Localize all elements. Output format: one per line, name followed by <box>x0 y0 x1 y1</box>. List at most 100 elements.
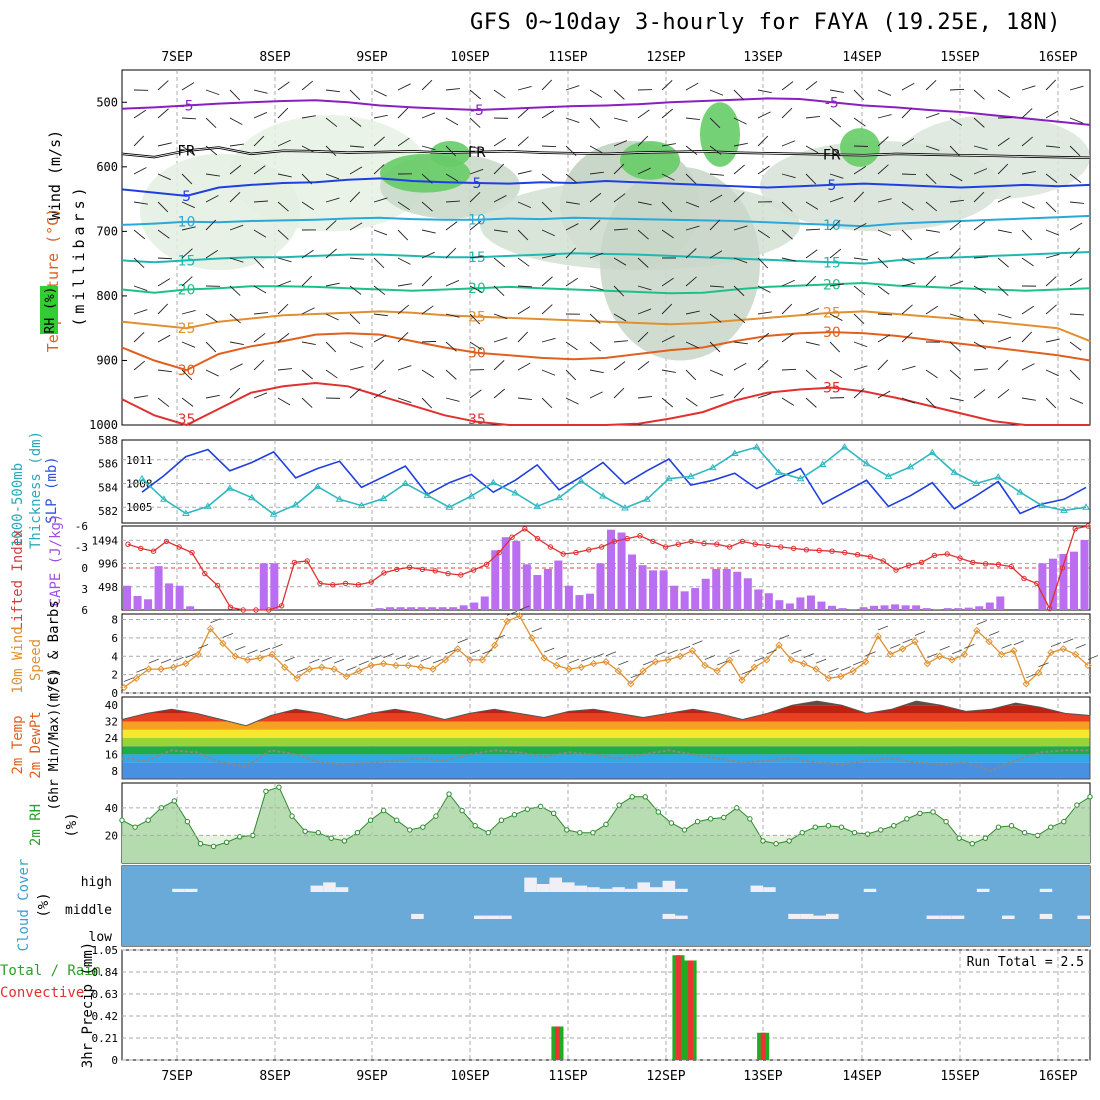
rh-marker <box>707 816 714 822</box>
cloud-cell <box>939 915 952 919</box>
rh-marker <box>237 834 243 840</box>
wind-speed-marker <box>157 665 165 673</box>
wind-barb <box>589 313 601 324</box>
wind-speed-marker <box>664 656 672 664</box>
wind10-barb <box>642 660 654 666</box>
wind-barb <box>397 257 411 265</box>
wind-barb <box>157 229 170 239</box>
wind-barb <box>613 257 627 266</box>
wind-barb <box>829 196 844 203</box>
precip-ytick-label: 0.42 <box>92 1010 119 1023</box>
wind10-barb <box>853 660 864 666</box>
rh-marker <box>629 794 635 800</box>
wind-barb <box>925 305 938 315</box>
date-label-bottom: 15SEP <box>940 1069 979 1084</box>
contour-label: 10 <box>823 218 841 234</box>
wind-speed-marker <box>787 656 796 664</box>
wind-barb <box>493 89 506 99</box>
wind-barb <box>685 397 698 407</box>
wind-barb <box>373 285 386 296</box>
cape-label: CAPE (J/kg) <box>48 514 64 607</box>
li-marker <box>470 567 477 573</box>
wind-barb <box>901 82 915 91</box>
temp-ytick-label: 40 <box>105 699 118 712</box>
wind-speed-marker <box>552 661 561 670</box>
rh-marker <box>276 784 282 790</box>
wind10-barb <box>346 666 357 671</box>
wind-speed-marker <box>762 656 771 664</box>
wind-speed-marker <box>639 667 647 675</box>
thickness-line <box>141 448 1087 515</box>
wind-barb <box>157 369 172 373</box>
wind-barb <box>469 389 482 399</box>
wind-barb <box>133 109 146 119</box>
wind-barb <box>469 313 481 325</box>
temp-label-2: 2m DewPt <box>28 711 44 778</box>
li-marker <box>778 544 784 550</box>
wind-barb <box>877 136 889 147</box>
slp-marker <box>972 479 981 486</box>
wind-barb <box>325 282 340 287</box>
wind-barb <box>421 397 433 409</box>
wind-speed-marker <box>651 658 660 666</box>
wind-barb <box>949 117 963 126</box>
wind-barb <box>205 394 220 399</box>
wind-barb <box>277 368 292 371</box>
wind-barb <box>877 198 892 203</box>
wind10-barb <box>939 645 950 651</box>
rh-marker <box>119 817 125 823</box>
cape-bar <box>259 563 268 610</box>
rh-marker <box>577 829 583 836</box>
wind-barb <box>277 257 292 263</box>
wind-barb <box>301 173 313 185</box>
wind-barb <box>301 307 315 315</box>
li-marker <box>1046 605 1053 612</box>
rh-marker <box>302 828 308 834</box>
rh-marker <box>943 818 949 825</box>
run-total-label: Run Total = 2.5 <box>967 955 1084 970</box>
rh-ytick-label: 40 <box>105 802 118 815</box>
wind-barb <box>733 225 748 231</box>
wind-barb <box>277 201 289 212</box>
wind10-barb <box>333 658 345 664</box>
wind-barb <box>325 197 340 203</box>
wind-barb <box>349 285 362 295</box>
wind-barb <box>133 332 145 343</box>
cloud-cell <box>637 882 650 892</box>
wind-barb <box>901 257 915 265</box>
upper-ylabel: (millibars) <box>70 183 88 326</box>
wind-barb <box>1045 173 1058 183</box>
wind-barb <box>637 285 652 291</box>
slp-marker <box>884 472 893 479</box>
li-marker <box>1059 565 1066 571</box>
slp-marker <box>247 493 256 501</box>
wind-barb <box>181 117 197 120</box>
rh-marker <box>341 838 348 844</box>
cape-bar <box>806 595 815 610</box>
li-marker <box>253 607 259 613</box>
wind-barb <box>349 145 364 148</box>
li-marker <box>214 582 221 589</box>
wind-barb <box>613 117 628 122</box>
wind-speed-marker <box>935 652 944 660</box>
wind10-barb <box>321 656 332 662</box>
upper-ytick-label: 800 <box>96 289 118 303</box>
wind-barb <box>589 192 602 203</box>
wind-barb <box>421 340 437 343</box>
contour-label: 5 <box>827 178 836 194</box>
wind-barb <box>925 251 939 259</box>
wind-barb <box>757 229 770 239</box>
wind10-barb <box>890 644 901 649</box>
slp-marker <box>818 460 827 468</box>
cloud-cell <box>411 913 424 919</box>
wind-barb <box>973 117 985 128</box>
wind-barb <box>277 397 291 406</box>
wind-barb <box>997 229 1012 234</box>
cloud-cell <box>826 913 839 919</box>
wind-barb <box>733 192 745 203</box>
wind-barb <box>997 336 1012 343</box>
li-ytick-label: 6 <box>81 604 88 617</box>
date-label-top: 9SEP <box>356 50 387 65</box>
date-label-bottom: 9SEP <box>356 1069 387 1084</box>
